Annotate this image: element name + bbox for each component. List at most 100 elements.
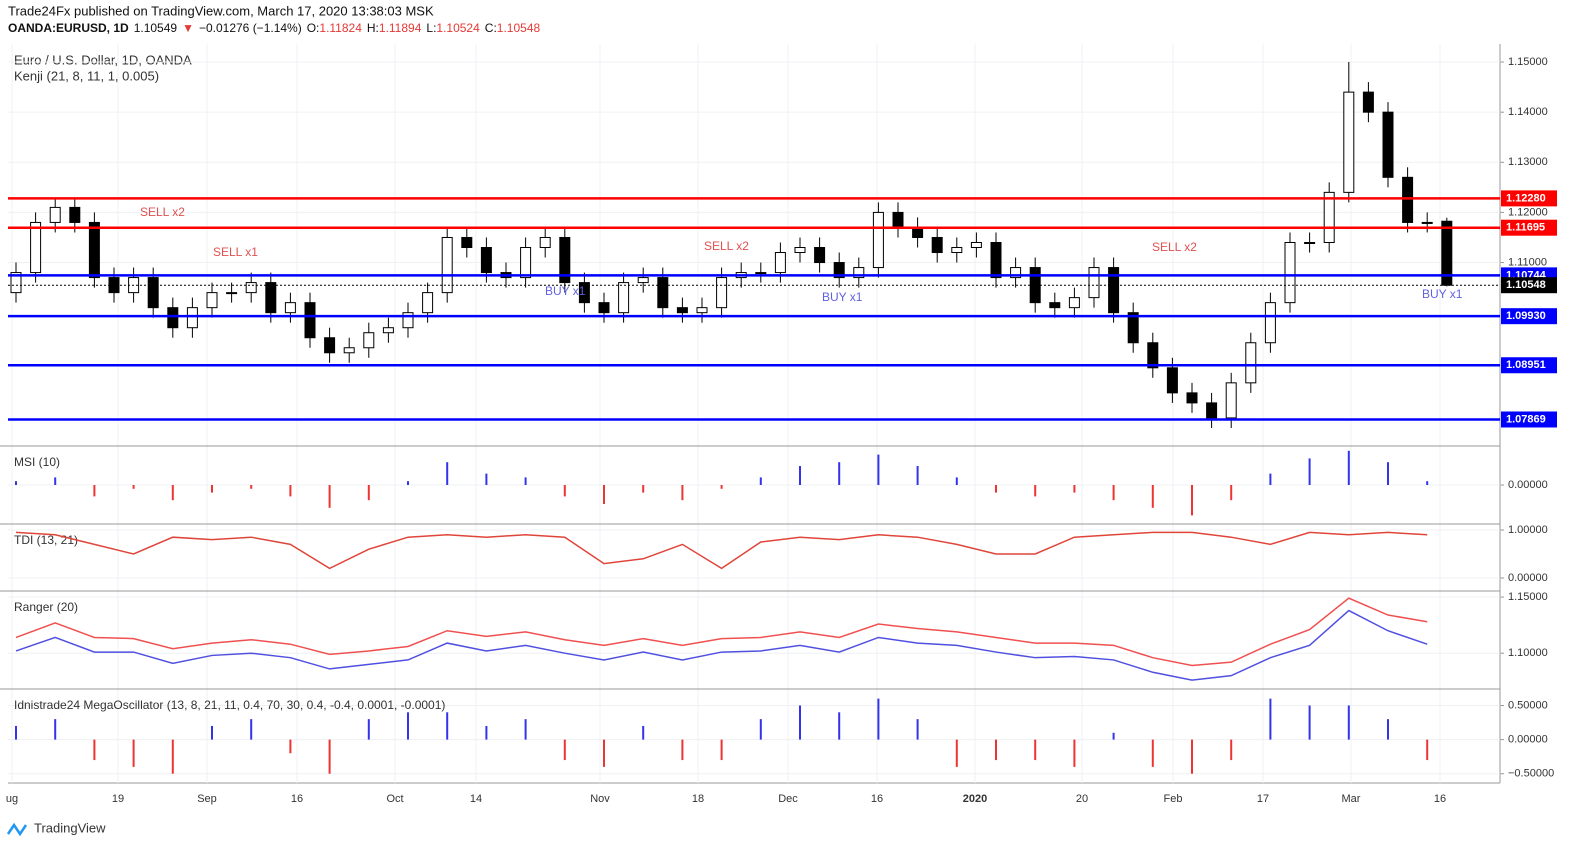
level-label-box <box>1501 357 1557 374</box>
candle-body <box>1068 297 1080 309</box>
quote-text: ▼ <box>182 21 194 35</box>
candle-body <box>245 282 257 294</box>
candle-body <box>1382 111 1394 178</box>
histogram-bar <box>603 739 605 767</box>
histogram-bar <box>563 485 566 497</box>
signal-label: BUY x1 <box>822 290 863 304</box>
histogram-bar <box>838 462 841 485</box>
candle-body <box>1186 392 1198 404</box>
histogram-bar <box>1034 485 1037 497</box>
candle-body <box>1284 241 1296 304</box>
y-tick-label: 0.50000 <box>1508 699 1548 711</box>
histogram-bar <box>1191 485 1193 516</box>
candle-body <box>167 307 179 329</box>
candle-body <box>1147 342 1159 369</box>
candle-body <box>657 277 669 309</box>
histogram-bar <box>759 719 762 740</box>
candle-body <box>206 292 218 309</box>
level-label-box <box>1501 277 1557 294</box>
candle-body <box>1029 267 1041 304</box>
level-label: 1.08951 <box>1506 359 1546 371</box>
candle-body <box>578 282 590 304</box>
histogram-bar <box>289 485 292 497</box>
histogram-bar <box>211 725 213 740</box>
signal-label: BUY x1 <box>545 284 586 298</box>
candle-body <box>520 247 532 279</box>
candle-body <box>1049 302 1061 309</box>
indicator-line <box>15 597 1428 667</box>
candle-body <box>1362 91 1374 113</box>
indicator: Kenji (21, 8, 11, 1, 0.005) <box>14 68 159 83</box>
candle-body <box>794 247 806 254</box>
candle-body <box>88 221 100 279</box>
histogram-bar <box>1073 739 1076 767</box>
time-label: 17 <box>1257 793 1269 805</box>
histogram-bar <box>955 477 958 485</box>
y-tick-label: 1.00000 <box>1508 524 1548 536</box>
level-label: 1.10548 <box>1506 279 1546 291</box>
candle-body <box>1304 241 1316 244</box>
panel-title: MSI (10) <box>14 455 60 469</box>
signal-label: SELL x2 <box>704 239 749 253</box>
histogram-bar <box>603 485 605 504</box>
quote-text: C: <box>485 21 497 35</box>
quote-text: −0.01276 (−1.14%) <box>199 21 302 35</box>
y-tick-label: 1.14000 <box>1508 106 1548 118</box>
level-label: 1.11695 <box>1506 222 1545 234</box>
candle-body <box>324 337 336 354</box>
histogram-bar <box>1269 698 1272 740</box>
histogram-bar <box>1230 485 1233 501</box>
histogram-bar <box>877 698 880 740</box>
time-label: 2020 <box>963 793 987 805</box>
histogram-bar <box>1230 739 1233 761</box>
histogram-bar <box>916 719 919 740</box>
candle-body <box>1245 342 1257 384</box>
histogram-bar <box>1151 485 1154 508</box>
histogram-bar <box>916 466 919 485</box>
candle-body <box>1402 176 1414 223</box>
candle-body <box>539 236 551 249</box>
candle-body <box>970 241 982 249</box>
candle-body <box>402 312 414 329</box>
candle-body <box>10 272 22 294</box>
histogram-bar <box>367 485 370 501</box>
histogram-bar <box>563 739 566 761</box>
histogram-bar <box>1073 485 1076 493</box>
histogram-bar <box>877 454 880 485</box>
candle-body <box>598 302 610 314</box>
histogram-bar <box>93 485 96 497</box>
time-label: Feb <box>1164 793 1183 805</box>
candle-body <box>774 252 786 274</box>
time-label: 16 <box>291 793 303 805</box>
y-tick-label: 1.13000 <box>1508 156 1548 168</box>
histogram-bar <box>642 725 645 740</box>
y-tick-label: 0.00000 <box>1508 734 1548 746</box>
candle-body <box>1127 312 1139 344</box>
panel-title: TDI (13, 21) <box>14 533 78 547</box>
y-tick-label: 0.00000 <box>1508 572 1548 584</box>
candle-body <box>559 236 571 284</box>
candle-body <box>892 211 904 228</box>
candle-body <box>461 236 473 249</box>
level-label-box <box>1501 411 1557 428</box>
quote-text: 1.11824 <box>319 21 362 35</box>
histogram-bar <box>1387 462 1389 485</box>
candle-body <box>49 206 61 223</box>
histogram-bar <box>720 485 723 489</box>
histogram-bar <box>995 739 997 761</box>
candle-body <box>1088 267 1100 299</box>
histogram-bar <box>446 712 449 740</box>
candle-body <box>422 292 434 314</box>
candle-body <box>363 332 375 349</box>
candle-body <box>1166 367 1178 394</box>
histogram-bar <box>995 485 997 493</box>
candle-body <box>30 221 42 274</box>
candle-body <box>343 347 355 354</box>
histogram-bar <box>15 725 17 740</box>
candle-body <box>1441 220 1453 286</box>
quote-text: OANDA:EURUSD, 1D <box>8 21 129 35</box>
quote-text: 1.10524 <box>436 21 480 35</box>
quote-text: 1.10549 <box>134 21 178 35</box>
histogram-bar <box>485 725 488 740</box>
